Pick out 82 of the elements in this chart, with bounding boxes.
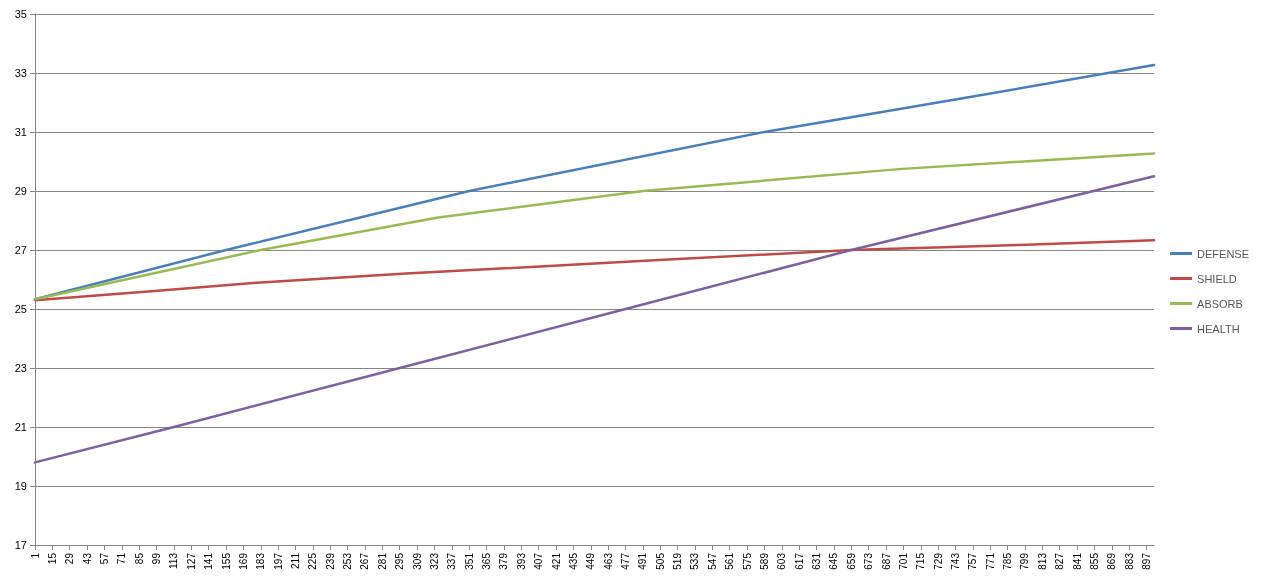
x-tick-label: 491: [637, 552, 649, 570]
x-tick-label: 813: [1036, 552, 1048, 570]
x-tick-label: 99: [151, 552, 163, 565]
x-tick-label: 463: [602, 552, 614, 570]
x-tick-label: 183: [255, 552, 267, 570]
x-tick-label: 841: [1071, 552, 1083, 570]
x-tick-label: 225: [307, 552, 319, 570]
x-tick-label: 603: [776, 552, 788, 570]
x-tick-label: 155: [220, 552, 232, 570]
x-tick-label: 113: [168, 552, 180, 569]
x-tick-label: 15: [46, 552, 58, 565]
x-tick-label: 365: [481, 552, 493, 570]
x-tick-label: 771: [984, 552, 996, 570]
legend-label: DEFENSE: [1197, 247, 1250, 260]
x-tick-label: 379: [498, 552, 510, 570]
x-tick-label: 533: [689, 552, 701, 570]
y-tick-label: 21: [14, 421, 27, 433]
x-tick-label: 505: [654, 552, 666, 570]
x-tick-label: 435: [567, 552, 579, 570]
y-tick-label: 27: [14, 244, 27, 256]
x-tick-label: 211: [290, 552, 302, 569]
line-series: [33, 175, 1156, 464]
y-tick-label: 35: [14, 8, 27, 20]
x-tick-label: 659: [845, 552, 857, 570]
x-tick-label: 323: [428, 552, 440, 570]
y-tick-label: 31: [14, 126, 27, 138]
x-tick-label: 71: [116, 552, 128, 565]
x-tick-label: 687: [880, 552, 892, 570]
legend-label: ABSORB: [1197, 297, 1243, 310]
x-tick-label: 239: [324, 552, 336, 570]
y-tick-label: 17: [14, 539, 27, 551]
line-series: [33, 152, 1156, 301]
x-tick-label: 575: [741, 552, 753, 570]
x-tick-label: 855: [1088, 552, 1100, 570]
x-tick-label: 715: [915, 552, 927, 570]
x-tick-label: 631: [811, 552, 823, 570]
x-tick-label: 785: [1002, 552, 1014, 570]
x-tick-label: 617: [793, 552, 805, 570]
y-tick-label: 19: [14, 480, 27, 492]
x-tick-label: 281: [376, 552, 388, 570]
x-tick-label: 393: [515, 552, 527, 570]
x-tick-label: 743: [950, 552, 962, 570]
x-tick-label: 827: [1054, 552, 1066, 570]
x-tick-label: 897: [1141, 552, 1153, 570]
x-tick-label: 141: [203, 552, 215, 570]
x-tick-label: 799: [1019, 552, 1031, 570]
x-tick-label: 673: [863, 552, 875, 570]
x-tick-label: 645: [828, 552, 840, 570]
x-tick-label: 421: [550, 552, 562, 570]
x-tick-label: 337: [446, 552, 458, 570]
x-tick-label: 43: [81, 552, 93, 565]
x-tick-label: 519: [672, 552, 684, 570]
x-tick-label: 127: [185, 552, 197, 570]
x-tick-label: 29: [64, 552, 76, 565]
x-tick-label: 85: [133, 552, 145, 565]
x-tick-label: 295: [394, 552, 406, 570]
x-tick-label: 1: [29, 552, 41, 559]
x-tick-label: 869: [1106, 552, 1118, 570]
line-series: [33, 239, 1156, 302]
x-tick-label: 169: [237, 552, 249, 570]
x-tick-label: 729: [932, 552, 944, 570]
legend-label: SHIELD: [1197, 272, 1237, 285]
x-tick-label: 883: [1123, 552, 1135, 570]
y-tick-label: 29: [14, 185, 27, 197]
x-tick-label: 547: [706, 552, 718, 570]
x-tick-label: 701: [897, 552, 909, 570]
x-tick-label: 309: [411, 552, 423, 570]
x-tick-label: 449: [585, 552, 597, 570]
legend-label: HEALTH: [1197, 322, 1240, 335]
y-tick-label: 25: [14, 303, 27, 315]
x-tick-label: 267: [359, 552, 371, 570]
x-tick-label: 477: [620, 552, 632, 570]
x-tick-label: 407: [533, 552, 545, 570]
x-tick-label: 351: [463, 552, 475, 570]
x-tick-label: 561: [724, 552, 736, 570]
x-tick-label: 197: [272, 552, 284, 570]
x-tick-label: 757: [967, 552, 979, 570]
y-tick-label: 33: [14, 67, 27, 79]
y-tick-label: 23: [14, 362, 27, 374]
x-tick-label: 57: [98, 552, 110, 565]
x-tick-label: 253: [342, 552, 354, 570]
x-tick-label: 589: [758, 552, 770, 570]
